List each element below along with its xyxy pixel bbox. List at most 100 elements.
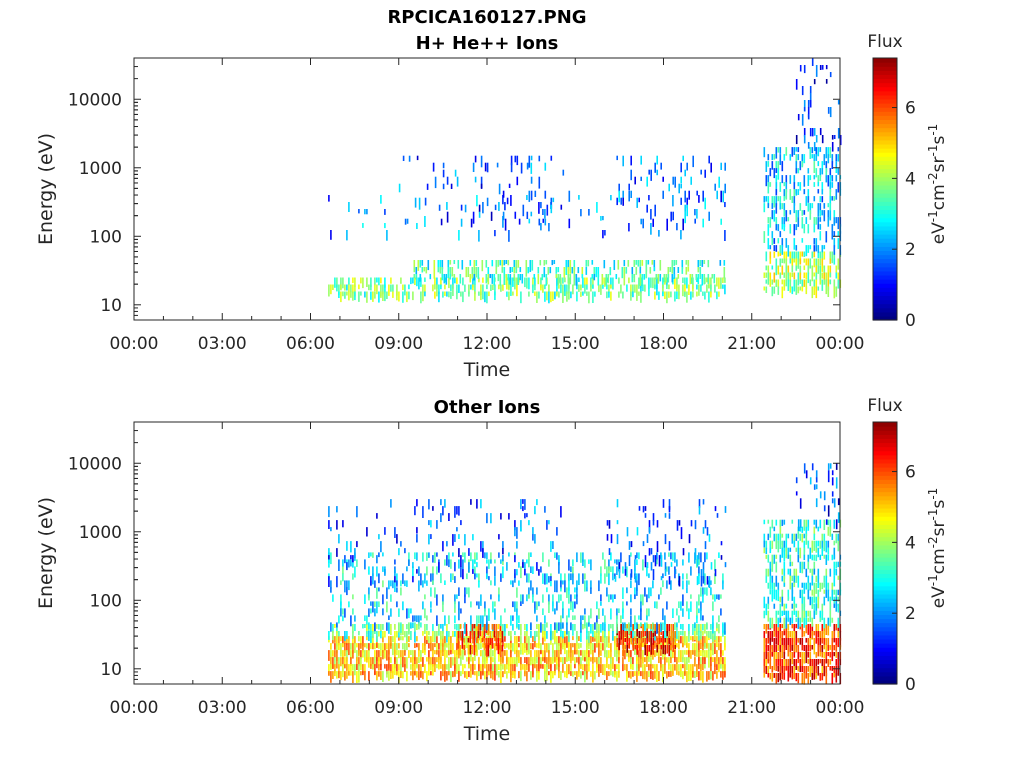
flux-bin <box>554 671 556 676</box>
flux-bin <box>710 580 712 585</box>
flux-bin <box>835 589 838 599</box>
flux-bin <box>416 534 418 543</box>
flux-bin <box>632 671 634 677</box>
flux-bin <box>664 291 666 299</box>
flux-bin <box>777 540 780 553</box>
colorbar-segment <box>873 606 897 611</box>
colorbar-tick-label: 2 <box>905 604 916 624</box>
flux-bin <box>506 197 509 205</box>
flux-bin <box>785 265 788 276</box>
flux-bin <box>835 638 838 646</box>
flux-bin <box>698 594 700 606</box>
flux-bin <box>779 554 782 563</box>
flux-bin <box>775 645 778 653</box>
flux-bin <box>382 566 384 572</box>
flux-bin <box>791 610 794 621</box>
flux-bin <box>552 671 554 679</box>
flux-bin <box>650 169 652 181</box>
flux-bin <box>440 657 442 665</box>
flux-bin <box>348 580 350 591</box>
flux-bin <box>680 197 682 205</box>
flux-bin <box>711 274 714 279</box>
flux-bin <box>362 643 364 653</box>
flux-bin <box>456 594 458 599</box>
flux-bin <box>682 657 684 663</box>
flux-bin <box>626 566 628 578</box>
flux-bin <box>386 671 388 678</box>
flux-bin <box>775 203 778 214</box>
flux-bin <box>478 615 480 624</box>
flux-bin <box>586 636 588 648</box>
flux-bin <box>636 657 638 669</box>
flux-bin <box>354 664 356 676</box>
flux-bin <box>777 666 780 672</box>
flux-bin <box>376 650 378 661</box>
colorbar-segment <box>873 503 897 509</box>
flux-bin <box>837 533 840 546</box>
flux-bin <box>771 196 774 205</box>
colorbar-segment <box>873 213 897 219</box>
flux-bin <box>524 569 526 576</box>
flux-bin <box>436 594 438 606</box>
flux-bin <box>416 223 418 229</box>
flux-bin <box>526 162 529 170</box>
flux-bin <box>783 575 786 587</box>
flux-bin <box>510 650 512 659</box>
flux-bin <box>592 291 594 303</box>
flux-bin <box>648 671 650 678</box>
flux-bin <box>477 631 480 641</box>
flux-bin <box>707 260 710 268</box>
flux-bin <box>500 615 502 627</box>
flux-bin <box>821 196 824 203</box>
flux-bin <box>520 520 522 532</box>
flux-bin <box>492 657 494 663</box>
flux-bin <box>803 210 806 215</box>
flux-bin <box>500 657 502 667</box>
flux-bin <box>556 527 558 536</box>
flux-bin <box>775 638 778 645</box>
flux-bin <box>427 260 430 271</box>
flux-bin <box>456 527 458 532</box>
flux-bin <box>436 284 438 297</box>
flux-bin <box>821 673 824 681</box>
flux-bin <box>582 559 584 566</box>
flux-bin <box>414 631 416 643</box>
flux-bin <box>568 594 570 604</box>
flux-bin <box>382 552 384 557</box>
unit-exponent: -1 <box>926 574 940 586</box>
flux-bin <box>704 643 706 649</box>
flux-bin <box>614 650 616 657</box>
flux-bin <box>450 573 452 583</box>
flux-bin <box>835 659 838 666</box>
flux-bin <box>837 182 840 193</box>
flux-bin <box>592 277 594 289</box>
flux-bin <box>624 638 626 643</box>
flux-bin <box>821 265 824 272</box>
flux-bin <box>783 582 786 587</box>
flux-bin <box>817 161 820 167</box>
flux-bin <box>504 631 506 637</box>
flux-bin <box>540 622 542 633</box>
flux-bin <box>562 636 564 647</box>
flux-bin <box>459 624 462 630</box>
flux-bin <box>500 664 502 671</box>
flux-bin <box>795 617 798 622</box>
flux-bin <box>698 573 700 584</box>
flux-bin <box>530 650 532 662</box>
flux-bin <box>809 666 812 677</box>
flux-bin <box>342 636 344 644</box>
flux-bin <box>652 671 654 680</box>
flux-bin <box>652 664 654 669</box>
flux-bin <box>346 657 348 665</box>
flux-bin <box>815 245 818 252</box>
flux-bin <box>640 291 642 303</box>
flux-bin <box>356 657 358 665</box>
flux-bin <box>676 520 679 531</box>
flux-bin <box>504 218 507 231</box>
flux-bin <box>486 559 488 564</box>
flux-bin <box>460 218 463 227</box>
flux-bin <box>833 210 836 218</box>
flux-bin <box>720 594 722 599</box>
flux-bin <box>520 636 522 645</box>
flux-bin <box>482 624 484 636</box>
